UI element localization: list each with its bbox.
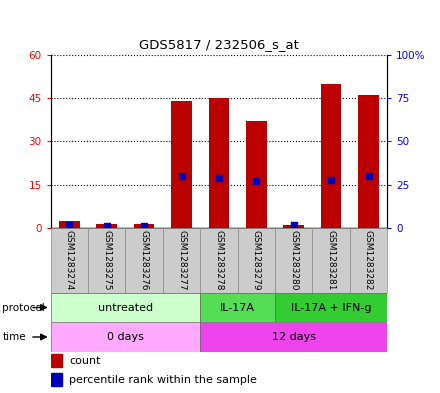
- Bar: [88, 228, 125, 293]
- Text: percentile rank within the sample: percentile rank within the sample: [69, 375, 257, 385]
- Point: [327, 176, 335, 183]
- Text: untreated: untreated: [98, 303, 153, 312]
- Bar: [200, 322, 387, 352]
- Bar: [238, 228, 275, 293]
- Bar: [321, 84, 341, 228]
- Bar: [312, 228, 350, 293]
- Text: IL-17A: IL-17A: [220, 303, 255, 312]
- Bar: [246, 121, 267, 228]
- Bar: [51, 293, 200, 322]
- Bar: [171, 101, 192, 228]
- Point: [365, 173, 372, 179]
- Point: [178, 173, 185, 179]
- Bar: [134, 224, 154, 228]
- Bar: [275, 293, 387, 322]
- Point: [216, 174, 222, 181]
- Bar: [51, 373, 62, 386]
- Bar: [275, 228, 312, 293]
- Bar: [200, 293, 275, 322]
- Title: GDS5817 / 232506_s_at: GDS5817 / 232506_s_at: [139, 38, 299, 51]
- Text: GSM1283276: GSM1283276: [139, 230, 149, 290]
- Point: [290, 222, 297, 228]
- Text: GSM1283279: GSM1283279: [252, 230, 261, 290]
- Text: GSM1283281: GSM1283281: [326, 230, 336, 290]
- Point: [66, 222, 73, 228]
- Point: [103, 223, 110, 229]
- Text: GSM1283274: GSM1283274: [65, 230, 74, 290]
- Bar: [96, 224, 117, 228]
- Bar: [125, 228, 163, 293]
- Text: GSM1283277: GSM1283277: [177, 230, 186, 290]
- Bar: [358, 95, 379, 228]
- Bar: [283, 225, 304, 228]
- Text: count: count: [69, 356, 101, 366]
- Text: GSM1283275: GSM1283275: [102, 230, 111, 290]
- Point: [141, 223, 148, 229]
- Point: [253, 178, 260, 184]
- Text: 12 days: 12 days: [271, 332, 315, 342]
- Bar: [200, 228, 238, 293]
- Bar: [51, 228, 88, 293]
- Text: GSM1283282: GSM1283282: [364, 230, 373, 290]
- Text: GSM1283280: GSM1283280: [289, 230, 298, 290]
- Bar: [51, 354, 62, 367]
- Bar: [51, 322, 200, 352]
- Text: 0 days: 0 days: [107, 332, 144, 342]
- Text: IL-17A + IFN-g: IL-17A + IFN-g: [291, 303, 371, 312]
- Bar: [163, 228, 200, 293]
- Bar: [59, 221, 80, 228]
- Bar: [209, 98, 229, 228]
- Text: protocol: protocol: [2, 303, 45, 312]
- Bar: [350, 228, 387, 293]
- Text: GSM1283278: GSM1283278: [214, 230, 224, 290]
- Text: time: time: [2, 332, 26, 342]
